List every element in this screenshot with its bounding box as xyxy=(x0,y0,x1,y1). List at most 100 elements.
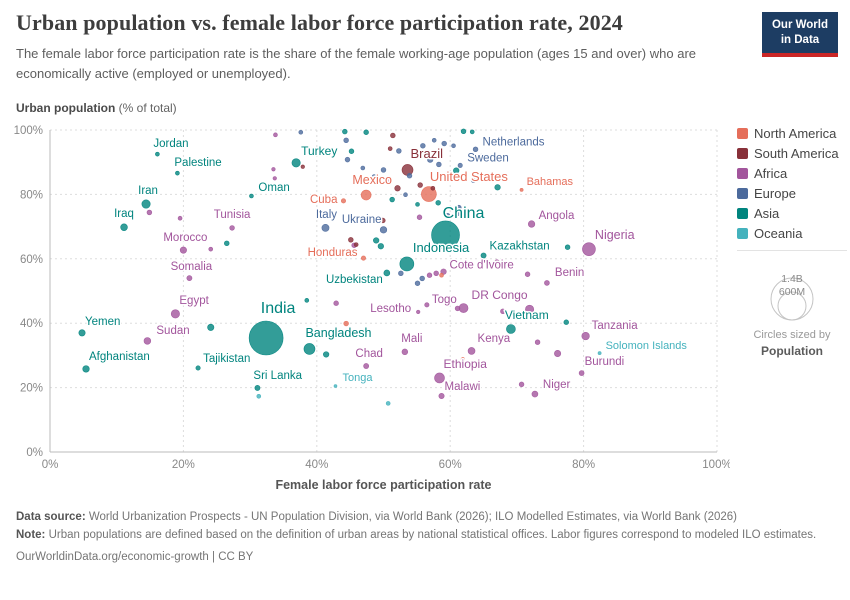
country-dot[interactable] xyxy=(554,349,562,357)
country-dot[interactable] xyxy=(426,272,433,278)
country-dot-sweden[interactable] xyxy=(457,162,463,168)
country-label-mali[interactable]: Mali xyxy=(400,331,424,346)
country-label-kazakhstan[interactable]: Kazakhstan xyxy=(488,239,551,254)
country-dot-ukraine[interactable] xyxy=(379,226,388,234)
country-dot[interactable] xyxy=(444,212,451,219)
country-dot-cuba[interactable] xyxy=(340,198,346,204)
country-dot[interactable] xyxy=(416,214,423,220)
country-dot-angola[interactable] xyxy=(527,220,536,228)
country-label-palestine[interactable]: Palestine xyxy=(173,156,223,171)
country-dot-bangladesh[interactable] xyxy=(303,343,316,355)
country-dot-turkey[interactable] xyxy=(291,158,301,168)
country-label-turkey[interactable]: Turkey xyxy=(300,142,339,159)
country-dot[interactable] xyxy=(534,339,541,345)
country-label-indonesia[interactable]: Indonesia xyxy=(411,238,471,256)
country-dot[interactable] xyxy=(430,185,436,191)
country-label-burundi[interactable]: Burundi xyxy=(583,355,626,370)
country-dot[interactable] xyxy=(256,393,262,399)
country-dot-jordan[interactable] xyxy=(155,151,160,157)
country-label-sweden[interactable]: Sweden xyxy=(466,151,511,166)
country-dot[interactable] xyxy=(360,165,366,171)
country-dot-chad[interactable] xyxy=(363,363,370,369)
country-dot-afghanistan[interactable] xyxy=(82,365,90,373)
country-label-italy[interactable]: Italy xyxy=(314,207,338,222)
country-dot[interactable] xyxy=(460,357,465,362)
country-dot[interactable] xyxy=(563,319,569,325)
country-label-cote-d-ivoire[interactable]: Cote d'Ivoire xyxy=(448,258,515,273)
country-dot-uzbekistan[interactable] xyxy=(383,269,391,277)
country-dot[interactable] xyxy=(453,167,460,174)
country-dot[interactable] xyxy=(524,271,531,277)
country-dot[interactable] xyxy=(436,161,442,168)
country-dot[interactable] xyxy=(419,275,425,282)
country-dot[interactable] xyxy=(390,132,396,139)
country-dot-tajikistan[interactable] xyxy=(195,365,201,371)
country-dot[interactable] xyxy=(427,156,434,163)
country-dot-egypt[interactable] xyxy=(170,309,180,319)
country-dot-somalia[interactable] xyxy=(186,275,193,282)
citation-link[interactable]: OurWorldinData.org/economic-growth | CC … xyxy=(16,550,254,563)
country-label-oman[interactable]: Oman xyxy=(257,181,291,196)
country-dot[interactable] xyxy=(406,173,413,179)
country-dot[interactable] xyxy=(564,244,571,250)
country-dot-ethiopia[interactable] xyxy=(434,372,445,384)
country-dot-niger[interactable] xyxy=(531,390,539,398)
country-dot[interactable] xyxy=(344,156,351,163)
legend-item-south-america[interactable]: South America xyxy=(737,146,847,161)
country-dot[interactable] xyxy=(377,243,384,250)
country-dot-china[interactable] xyxy=(431,220,460,250)
country-dot[interactable] xyxy=(415,202,420,207)
country-dot[interactable] xyxy=(208,246,214,252)
country-dot[interactable] xyxy=(177,215,183,221)
country-dot[interactable] xyxy=(493,155,499,161)
country-dot-iraq[interactable] xyxy=(120,223,128,231)
country-label-china[interactable]: China xyxy=(441,203,486,223)
country-dot[interactable] xyxy=(224,240,230,247)
country-dot[interactable] xyxy=(207,323,215,331)
country-label-benin[interactable]: Benin xyxy=(553,265,585,280)
country-label-iraq[interactable]: Iraq xyxy=(113,207,136,222)
country-dot-mali[interactable] xyxy=(401,348,409,356)
country-label-brazil[interactable]: Brazil xyxy=(409,144,445,162)
country-dot[interactable] xyxy=(343,137,349,144)
country-label-kenya[interactable]: Kenya xyxy=(476,331,512,346)
country-dot[interactable] xyxy=(385,178,390,184)
country-dot-yemen[interactable] xyxy=(78,329,86,337)
country-dot[interactable] xyxy=(398,270,404,276)
country-label-sudan[interactable]: Sudan xyxy=(155,323,191,338)
country-label-uzbekistan[interactable]: Uzbekistan xyxy=(324,272,384,287)
country-label-yemen[interactable]: Yemen xyxy=(84,314,122,329)
country-label-togo[interactable]: Togo xyxy=(430,292,458,307)
country-dot[interactable] xyxy=(272,176,277,181)
country-dot[interactable] xyxy=(456,204,462,211)
country-dot[interactable] xyxy=(298,129,304,135)
country-dot[interactable] xyxy=(441,140,447,147)
country-dot[interactable] xyxy=(518,381,525,388)
country-dot-tunisia[interactable] xyxy=(229,225,235,231)
country-dot-mexico[interactable] xyxy=(360,189,372,201)
country-dot-nigeria[interactable] xyxy=(582,242,596,256)
country-dot-netherlands[interactable] xyxy=(472,146,479,153)
country-dot[interactable] xyxy=(273,132,278,138)
country-dot[interactable] xyxy=(414,280,421,286)
country-label-chad[interactable]: Chad xyxy=(354,347,385,362)
legend-item-europe[interactable]: Europe xyxy=(737,186,847,201)
country-dot-tonga[interactable] xyxy=(333,384,338,388)
legend-item-asia[interactable]: Asia xyxy=(737,206,847,221)
country-label-dr-congo[interactable]: DR Congo xyxy=(470,287,529,304)
country-label-mexico[interactable]: Mexico xyxy=(351,172,394,189)
country-dot[interactable] xyxy=(271,167,276,172)
country-dot[interactable] xyxy=(454,305,461,312)
country-dot-morocco[interactable] xyxy=(179,246,187,254)
country-label-angola[interactable]: Angola xyxy=(537,209,576,224)
country-label-netherlands[interactable]: Netherlands xyxy=(481,135,546,150)
country-dot[interactable] xyxy=(387,146,393,151)
country-dot-sudan[interactable] xyxy=(143,337,152,345)
country-dot[interactable] xyxy=(459,261,464,266)
country-label-united-states[interactable]: United States xyxy=(428,168,510,186)
country-dot[interactable] xyxy=(371,174,377,180)
country-dot[interactable] xyxy=(373,237,380,244)
country-label-sri-lanka[interactable]: Sri Lanka xyxy=(252,368,304,383)
country-dot[interactable] xyxy=(454,210,461,217)
country-dot[interactable] xyxy=(460,128,467,134)
